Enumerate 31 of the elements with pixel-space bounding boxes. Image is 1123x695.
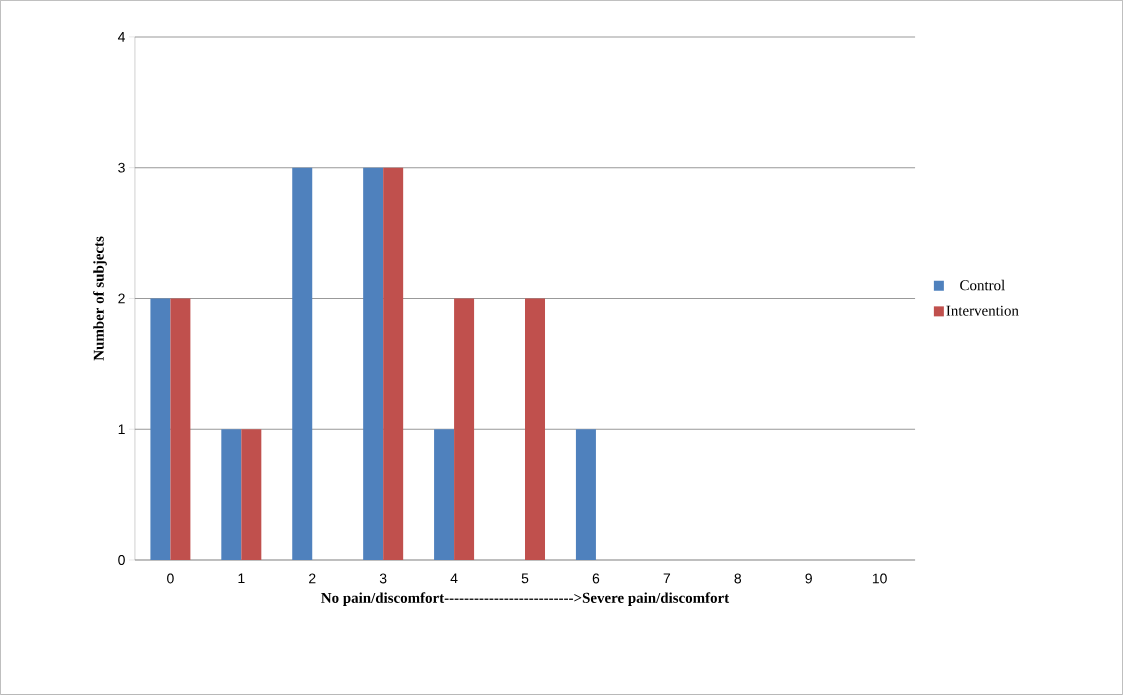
y-tick-label: 1 xyxy=(118,424,125,435)
bar xyxy=(170,298,191,561)
x-tick-label: 8 xyxy=(734,573,742,584)
x-tick-label: 4 xyxy=(450,573,458,584)
bar xyxy=(363,167,384,561)
bar xyxy=(383,167,404,561)
legend-label: Control xyxy=(960,279,1005,291)
x-tick-label: 10 xyxy=(872,573,887,584)
y-axis-title: Number of subjects xyxy=(93,236,107,361)
legend-label: Intervention xyxy=(946,305,1019,316)
bar xyxy=(221,429,242,561)
bar xyxy=(292,167,313,561)
y-tick-label: 0 xyxy=(118,555,125,565)
bar xyxy=(454,298,475,561)
x-tick-label: 2 xyxy=(309,573,316,584)
x-tick-label: 9 xyxy=(805,573,812,584)
bar xyxy=(434,429,455,561)
y-tick-label: 3 xyxy=(118,162,125,173)
x-tick-label: 0 xyxy=(167,573,174,584)
y-tick-label: 4 xyxy=(117,32,125,42)
x-axis-title: No pain/discomfort-------------------------->Severe pain/discomfort xyxy=(321,592,730,606)
y-tick-label: 2 xyxy=(118,293,125,304)
bar xyxy=(575,429,596,561)
x-tick-label: 7 xyxy=(663,573,671,584)
x-tick-label: 6 xyxy=(592,573,600,584)
x-tick-label: 1 xyxy=(238,573,245,584)
x-tick-label: 5 xyxy=(521,573,529,584)
bar xyxy=(525,298,546,561)
bar xyxy=(150,298,171,561)
bar xyxy=(241,429,262,561)
x-tick-label: 3 xyxy=(379,573,387,584)
